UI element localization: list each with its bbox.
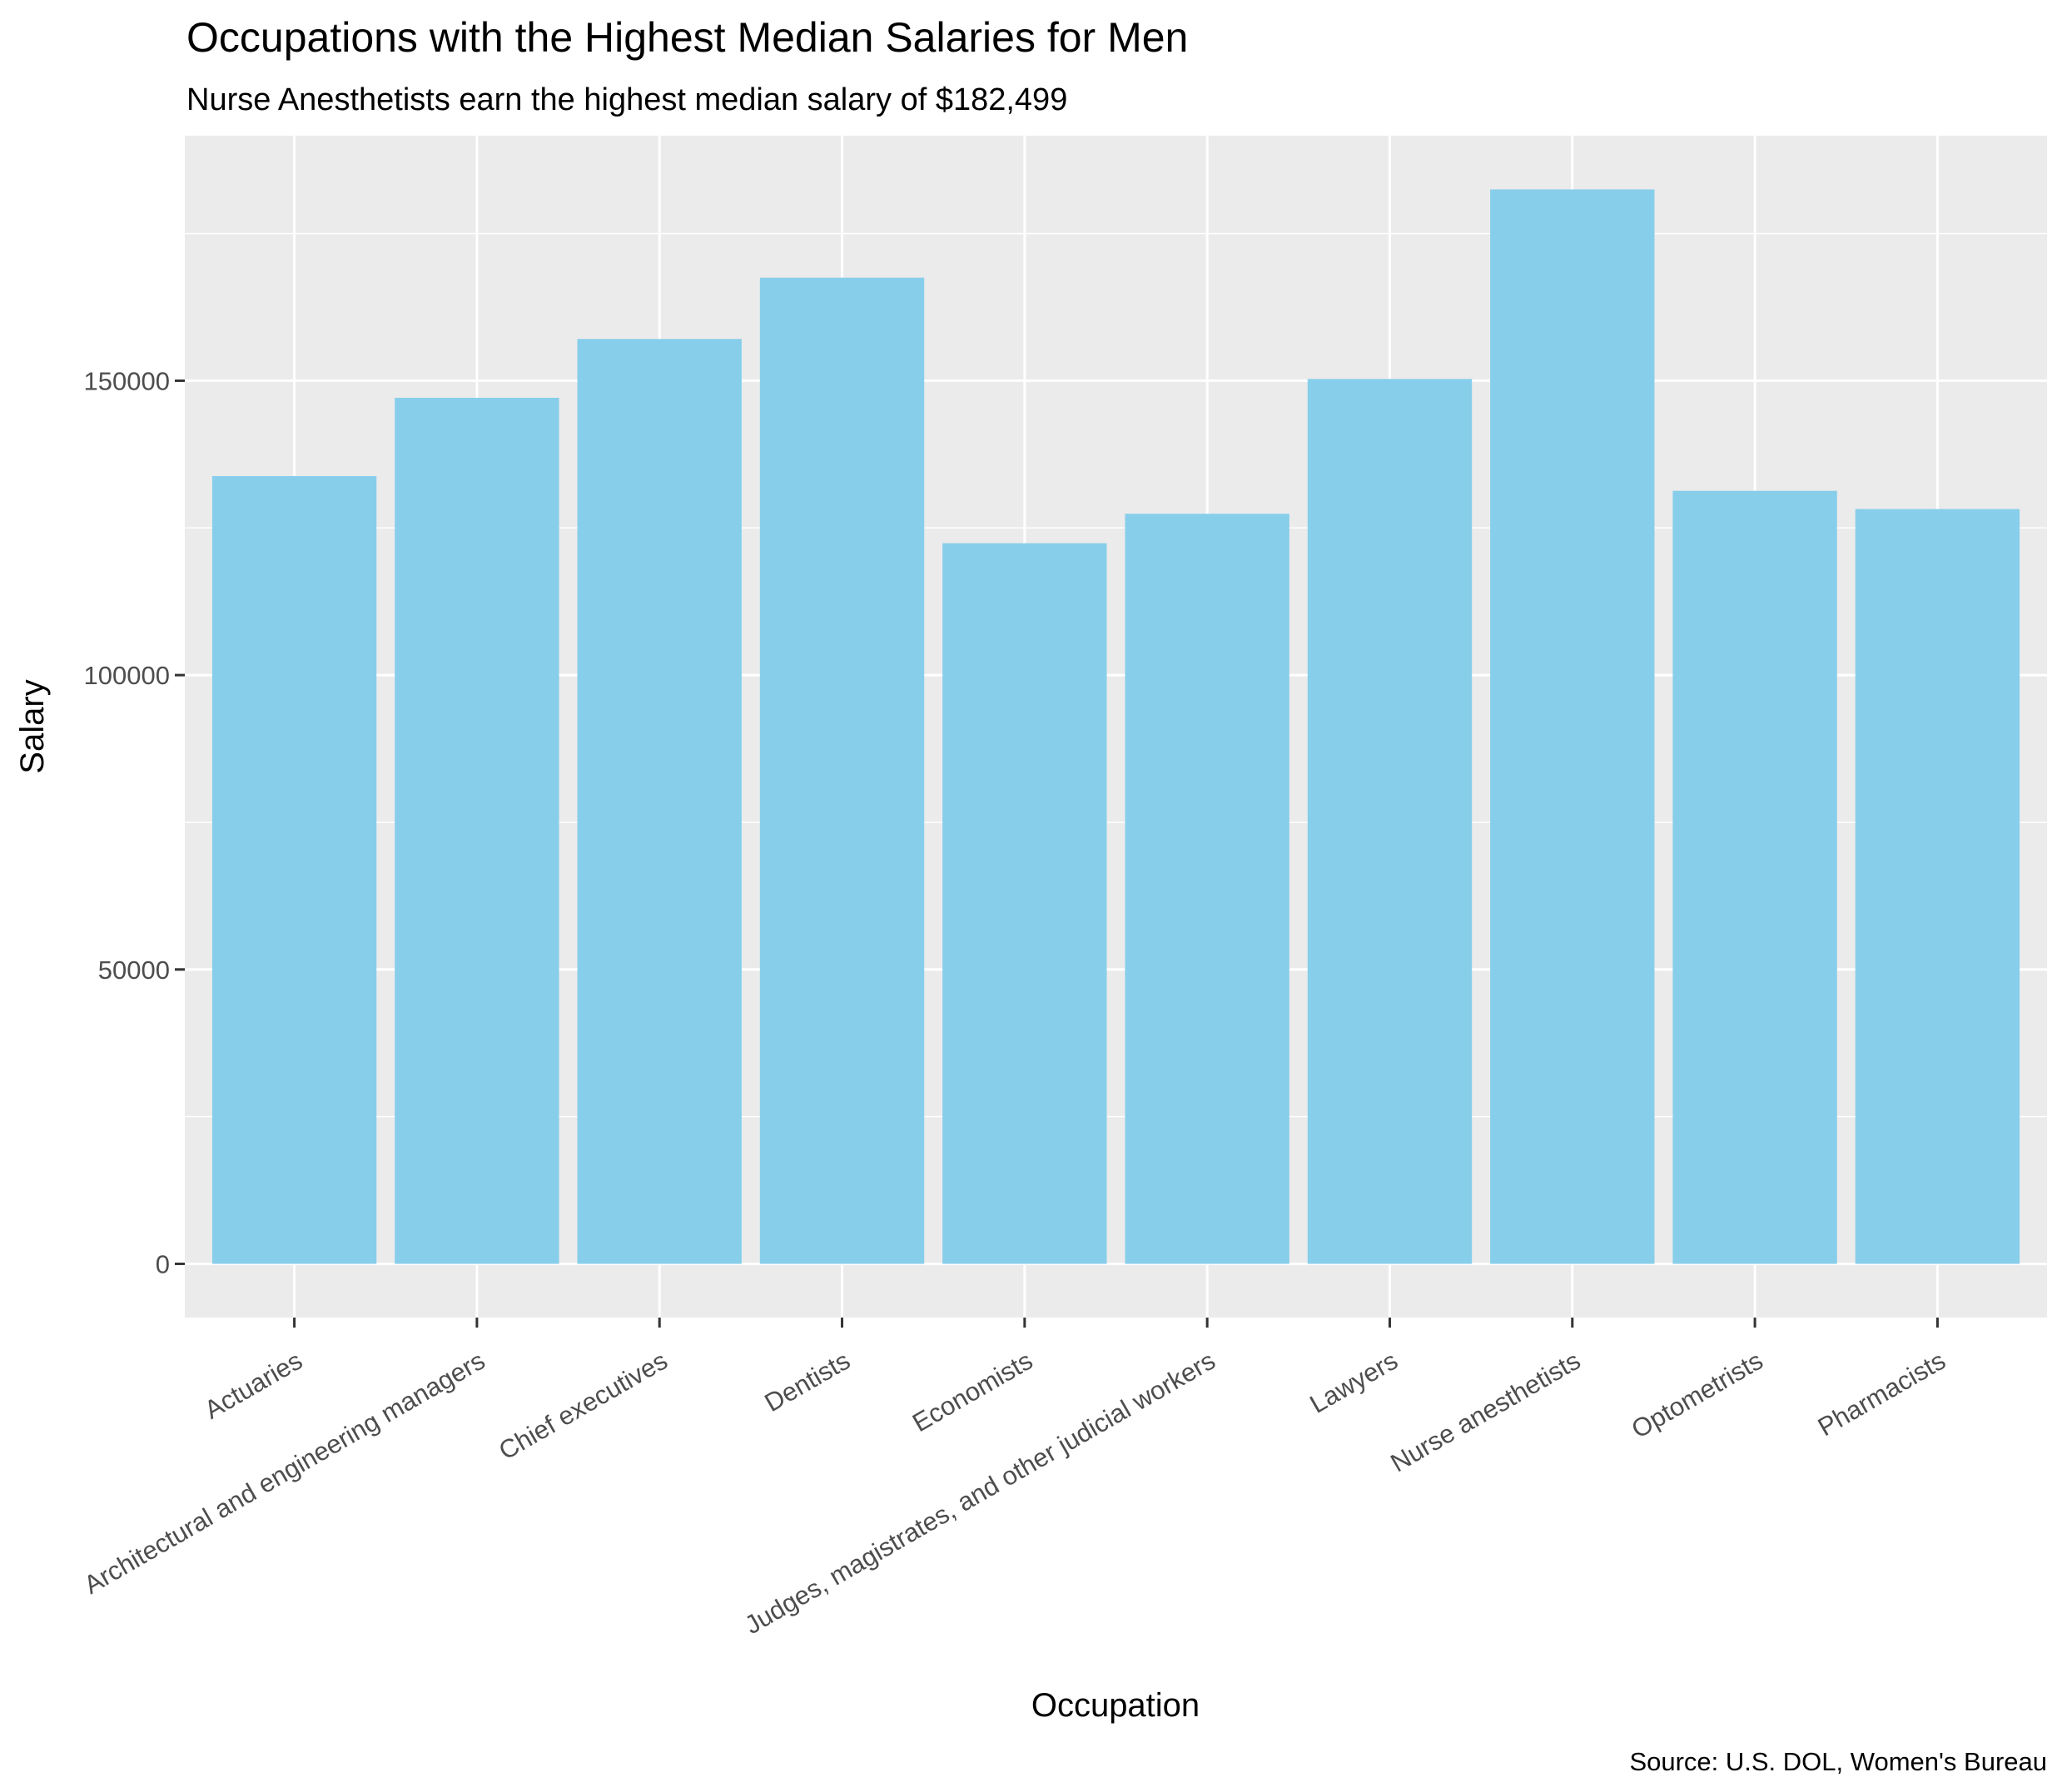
x-tick-label: Actuaries	[200, 1346, 307, 1425]
bar	[1855, 509, 2020, 1264]
bar	[1307, 379, 1473, 1264]
chart-title: Occupations with the Highest Median Sala…	[186, 14, 1188, 61]
bar	[1672, 490, 1837, 1264]
chart-subtitle: Nurse Anesthetists earn the highest medi…	[186, 82, 1067, 117]
bar	[395, 397, 559, 1264]
y-axis-title: Salary	[14, 679, 51, 773]
y-axis: 0 50000 100000 150000	[84, 366, 185, 1278]
y-tick-label: 0	[156, 1249, 170, 1278]
y-tick-label: 100000	[84, 661, 170, 690]
bar	[1125, 514, 1289, 1264]
x-tick-label: Lawyers	[1304, 1346, 1402, 1419]
x-tick-label: Pharmacists	[1813, 1346, 1950, 1442]
x-tick-label: Optometrists	[1627, 1346, 1768, 1444]
x-tick-label: Dentists	[760, 1346, 855, 1417]
y-tick-label: 150000	[84, 366, 170, 395]
chart-caption: Source: U.S. DOL, Women's Bureau	[1629, 1747, 2047, 1776]
bar	[942, 543, 1107, 1264]
x-tick-label: Chief executives	[494, 1346, 672, 1466]
y-tick-label: 50000	[98, 956, 170, 985]
bar	[577, 339, 742, 1264]
x-axis-title: Occupation	[1031, 1687, 1200, 1724]
bar	[211, 476, 377, 1264]
bar	[1490, 189, 1655, 1264]
x-tick-label: Economists	[907, 1346, 1037, 1437]
bars	[211, 189, 2020, 1264]
x-tick-label: Nurse anesthetists	[1385, 1346, 1585, 1478]
bar	[759, 277, 925, 1264]
